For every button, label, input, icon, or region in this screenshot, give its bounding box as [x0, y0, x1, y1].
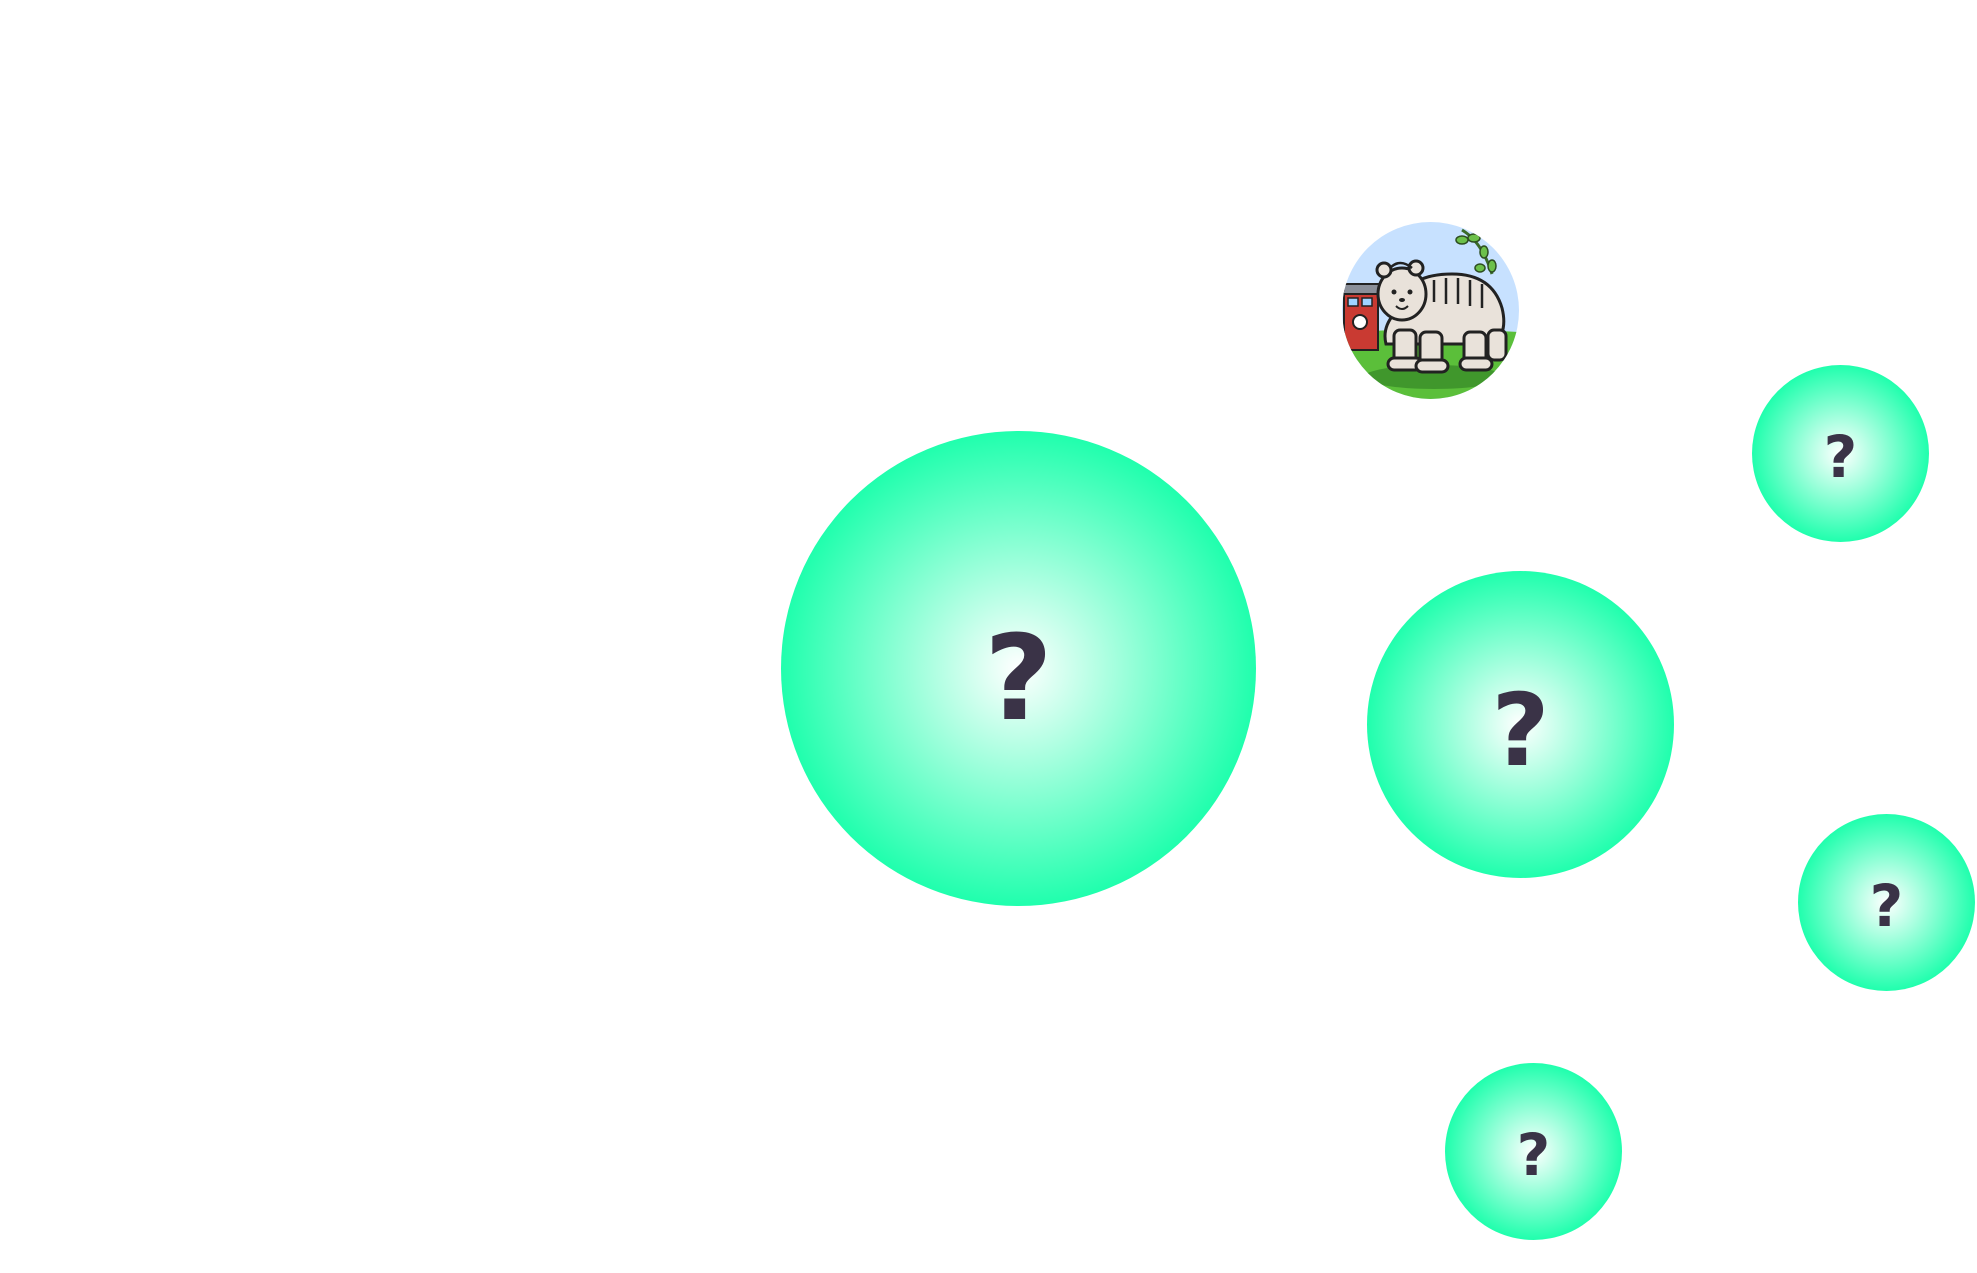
- question-icon: ?: [1823, 423, 1858, 492]
- mystery-bubble-medium[interactable]: ?: [1367, 571, 1674, 878]
- question-icon: ?: [1869, 872, 1904, 941]
- question-icon: ?: [1491, 671, 1550, 789]
- mystery-bubble-small[interactable]: ?: [1752, 365, 1929, 542]
- bear-avatar-icon: [1342, 222, 1519, 399]
- mystery-bubble-small[interactable]: ?: [1445, 1063, 1622, 1240]
- mystery-bubble-small[interactable]: ?: [1798, 814, 1975, 991]
- mystery-bubble-large[interactable]: ?: [781, 431, 1256, 906]
- bear-avatar[interactable]: [1342, 222, 1519, 399]
- question-icon: ?: [1516, 1121, 1551, 1190]
- question-icon: ?: [984, 609, 1053, 747]
